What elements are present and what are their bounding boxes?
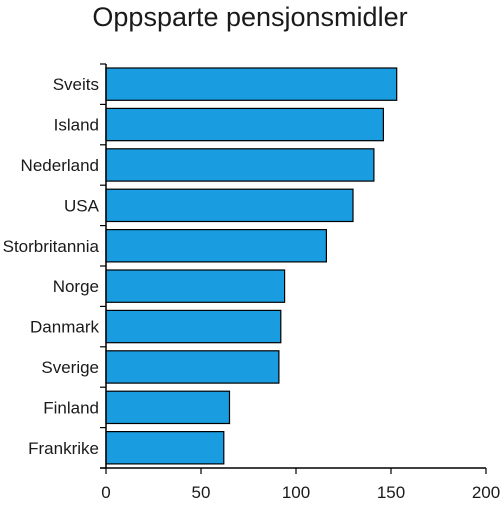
bar-usa (105, 188, 354, 223)
x-tick-label: 200 (472, 483, 500, 502)
chart-title: Oppsparte pensjonsmidler (92, 2, 408, 32)
category-label: Sverige (41, 358, 99, 377)
category-label: Finland (43, 398, 99, 417)
category-label: Nederland (21, 156, 99, 175)
x-tick-label: 100 (282, 483, 310, 502)
bar-nederland (105, 148, 375, 182)
category-labels: Sveits Island Nederland USA Storbritannia Nor… (3, 75, 100, 458)
bar-norge (105, 269, 286, 303)
bar-frankrike (105, 431, 225, 465)
category-label: USA (64, 196, 100, 215)
x-tick-label: 150 (377, 483, 405, 502)
bar-sveits (105, 67, 398, 101)
y-axis (100, 63, 107, 469)
bar-island (105, 107, 384, 142)
bar-sverige (105, 350, 280, 384)
category-label: Frankrike (28, 439, 99, 458)
bar-danmark (105, 309, 282, 344)
x-axis: 0 50 100 150 200 (100, 467, 500, 502)
category-label: Sveits (53, 75, 99, 94)
category-label: Storbritannia (3, 237, 100, 256)
bar-finland (105, 390, 231, 425)
category-label: Island (54, 116, 99, 135)
category-label: Danmark (30, 318, 99, 337)
category-label: Norge (53, 277, 99, 296)
x-tick-label: 50 (192, 483, 211, 502)
bar-storbritannia (105, 229, 327, 263)
bars-group (105, 67, 398, 465)
x-tick-label: 0 (101, 483, 110, 502)
